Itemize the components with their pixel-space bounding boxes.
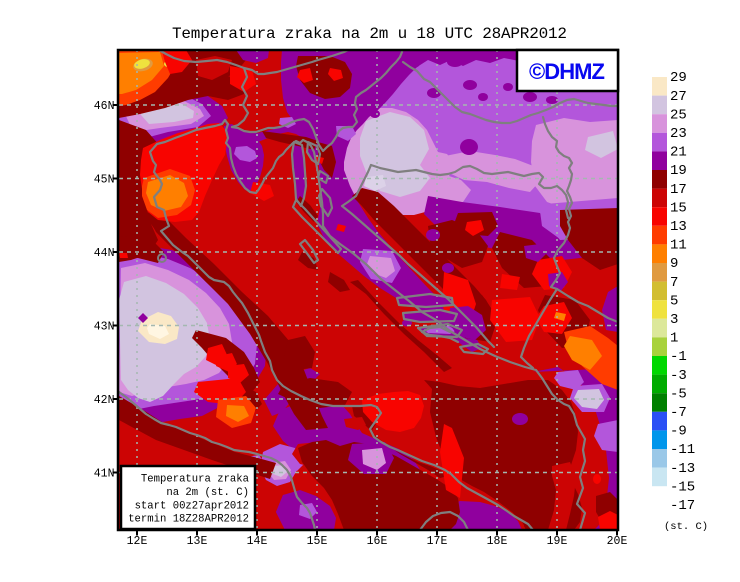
svg-text:-13: -13 (670, 461, 695, 477)
svg-text:17: 17 (670, 182, 687, 198)
svg-text:(st. C): (st. C) (664, 521, 708, 533)
svg-text:19: 19 (670, 163, 687, 179)
svg-text:15E: 15E (307, 535, 328, 548)
svg-text:29: 29 (670, 70, 687, 86)
svg-text:©DHMZ: ©DHMZ (529, 59, 605, 84)
svg-text:44N: 44N (94, 247, 115, 260)
svg-text:1: 1 (670, 331, 678, 347)
svg-text:Temperatura zraka: Temperatura zraka (141, 474, 249, 486)
svg-text:23: 23 (670, 126, 687, 142)
svg-text:42N: 42N (94, 394, 115, 407)
svg-text:na 2m (st. C): na 2m (st. C) (166, 487, 249, 499)
svg-text:41N: 41N (94, 467, 115, 480)
svg-text:-17: -17 (670, 498, 695, 514)
svg-text:21: 21 (670, 145, 687, 161)
svg-text:16E: 16E (367, 535, 388, 548)
svg-text:27: 27 (670, 89, 687, 105)
svg-text:45N: 45N (94, 173, 115, 186)
svg-text:19E: 19E (547, 535, 568, 548)
svg-text:-3: -3 (670, 368, 687, 384)
svg-text:15: 15 (670, 200, 687, 216)
svg-text:7: 7 (670, 275, 678, 291)
svg-text:14E: 14E (247, 535, 268, 548)
svg-text:9: 9 (670, 256, 678, 272)
svg-text:11: 11 (670, 238, 687, 254)
svg-text:17E: 17E (427, 535, 448, 548)
svg-text:termin 18Z28APR2012: termin 18Z28APR2012 (128, 514, 249, 526)
svg-text:13: 13 (670, 219, 687, 235)
svg-text:-1: -1 (670, 349, 687, 365)
svg-text:5: 5 (670, 293, 678, 309)
svg-text:-7: -7 (670, 405, 687, 421)
svg-text:43N: 43N (94, 320, 115, 333)
svg-text:-5: -5 (670, 386, 687, 402)
svg-text:18E: 18E (487, 535, 508, 548)
svg-text:start 00z27apr2012: start 00z27apr2012 (135, 500, 249, 512)
svg-text:-11: -11 (670, 442, 695, 458)
svg-text:20E: 20E (607, 535, 628, 548)
svg-text:25: 25 (670, 107, 687, 123)
svg-text:-9: -9 (670, 424, 687, 440)
svg-text:3: 3 (670, 312, 678, 328)
svg-text:12E: 12E (127, 535, 148, 548)
svg-text:Temperatura zraka na 2m u 18 U: Temperatura zraka na 2m u 18 UTC 28APR20… (172, 25, 567, 43)
svg-text:13E: 13E (187, 535, 208, 548)
svg-text:46N: 46N (94, 100, 115, 113)
svg-text:-15: -15 (670, 479, 695, 495)
